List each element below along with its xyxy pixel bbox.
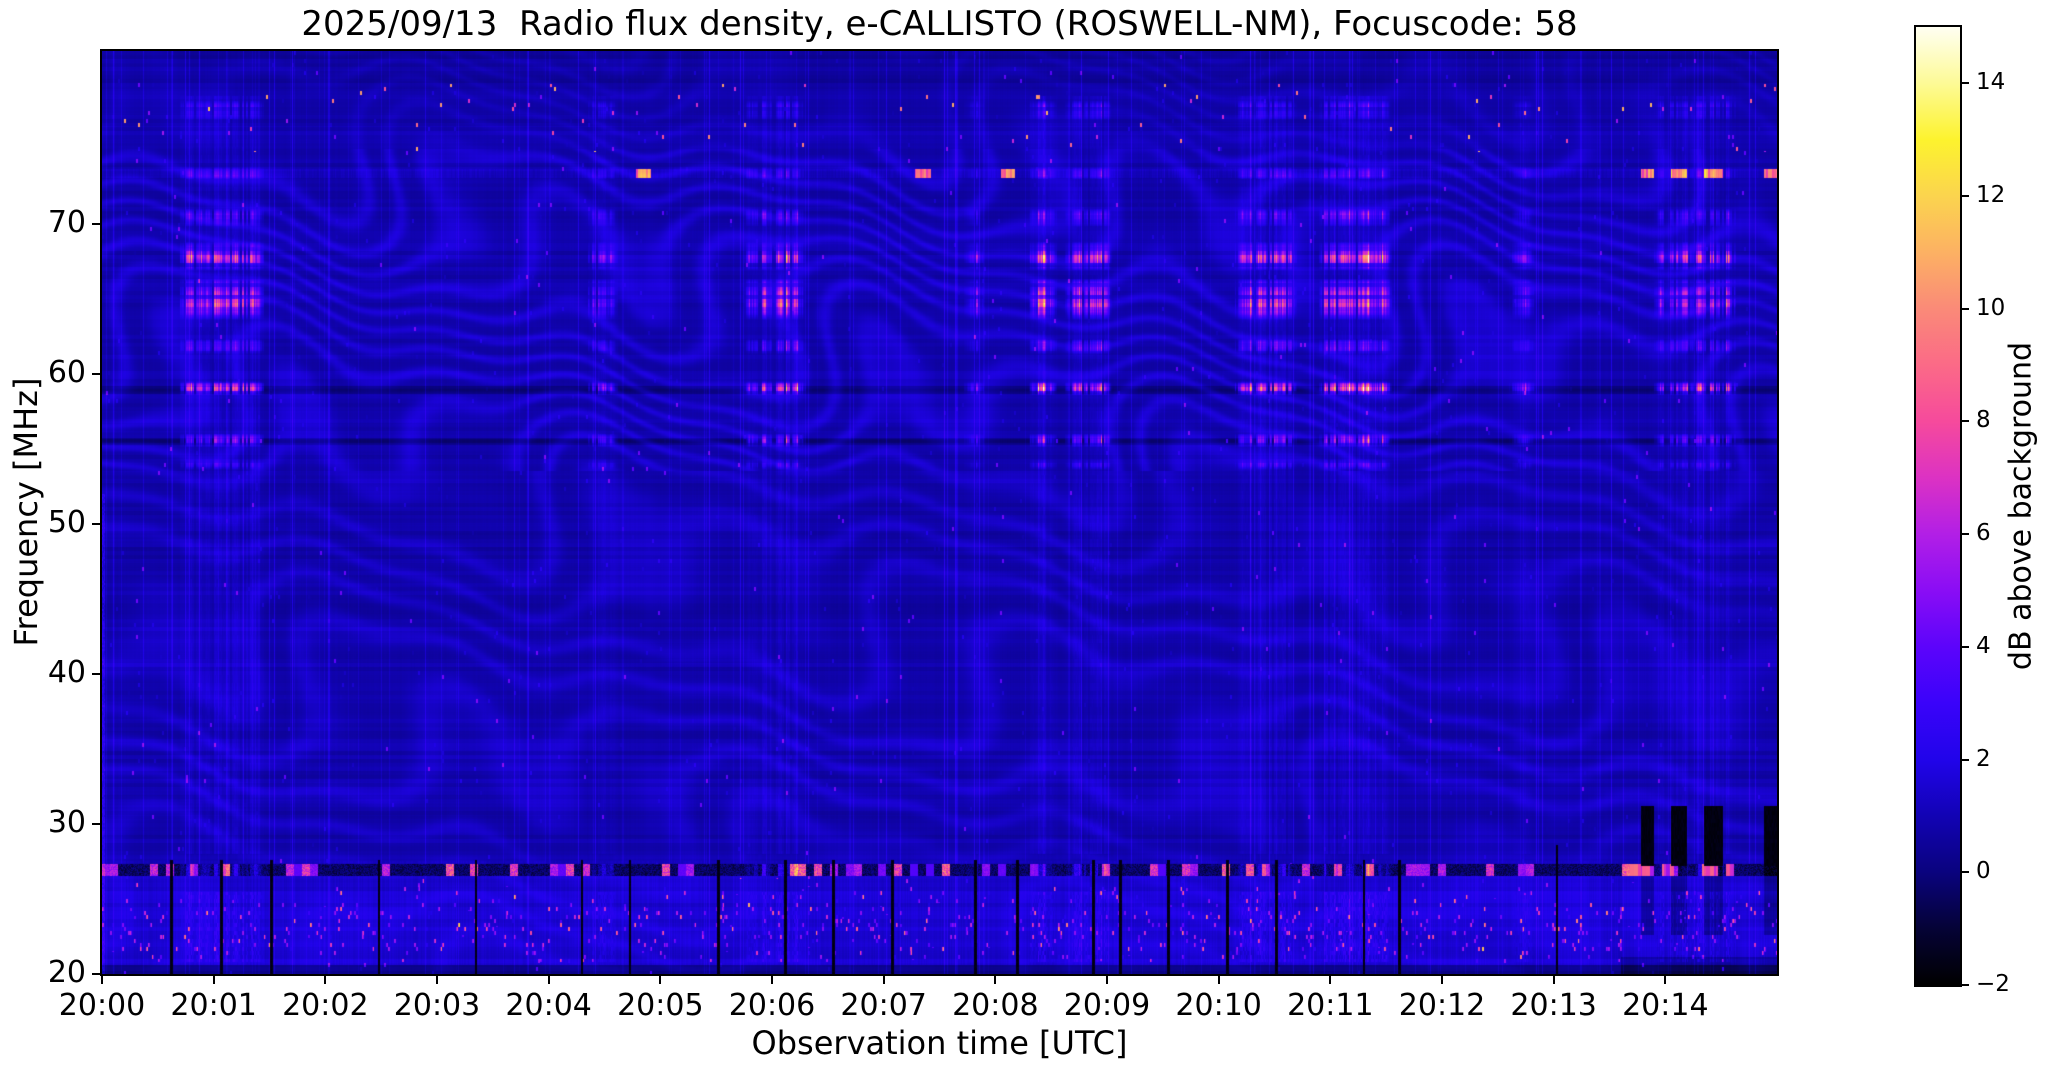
- y-tick-label: 70: [47, 204, 86, 240]
- colorbar-tick-label: 8: [1976, 407, 1991, 434]
- x-tick-mark: [212, 976, 215, 984]
- y-axis-label: Frequency [MHz]: [7, 377, 45, 647]
- y-tick-label: 50: [47, 504, 86, 540]
- x-tick-mark: [547, 976, 550, 984]
- x-tick-label: 20:14: [1622, 988, 1709, 1023]
- y-tick-mark: [92, 522, 100, 525]
- colorbar-tick-mark: [1962, 307, 1969, 310]
- colorbar-tick-label: 4: [1976, 632, 1991, 659]
- y-tick-label: 40: [47, 654, 86, 690]
- figure-title: 2025/09/13 Radio flux density, e-CALLIST…: [301, 4, 1578, 44]
- x-tick-label: 20:11: [1287, 988, 1374, 1023]
- colorbar-gradient: [1916, 27, 1960, 985]
- x-tick-label: 20:07: [840, 988, 927, 1023]
- x-tick-label: 20:09: [1063, 988, 1151, 1023]
- colorbar-tick-mark: [1962, 82, 1969, 85]
- colorbar-label: dB above background: [2003, 341, 2039, 671]
- x-tick-mark: [1664, 976, 1667, 984]
- x-tick-label: 20:06: [728, 988, 816, 1023]
- colorbar-tick-mark: [1962, 871, 1969, 874]
- x-tick-mark: [882, 976, 885, 984]
- x-tick-mark: [659, 976, 662, 984]
- colorbar-tick-mark: [1962, 420, 1969, 423]
- y-tick-label: 60: [47, 354, 86, 390]
- colorbar-tick-mark: [1962, 195, 1969, 198]
- x-tick-mark: [1329, 976, 1332, 984]
- colorbar-tick-label: 2: [1976, 745, 1991, 772]
- colorbar-tick-mark: [1962, 984, 1969, 986]
- y-tick-mark: [92, 222, 100, 225]
- x-tick-mark: [1106, 976, 1108, 984]
- y-tick-mark: [92, 372, 100, 375]
- colorbar-tick-label: 12: [1976, 182, 2006, 209]
- colorbar-tick-label: −2: [1976, 971, 2010, 997]
- x-tick-label: 20:00: [58, 988, 146, 1023]
- x-axis-label: Observation time [UTC]: [751, 1024, 1128, 1062]
- x-tick-label: 20:08: [952, 988, 1039, 1023]
- x-tick-label: 20:04: [505, 988, 592, 1023]
- x-tick-mark: [771, 976, 773, 984]
- x-tick-label: 20:02: [282, 988, 369, 1023]
- y-tick-label: 30: [47, 804, 86, 840]
- x-tick-mark: [1441, 976, 1443, 984]
- y-tick-mark: [92, 973, 100, 975]
- x-tick-mark: [1217, 976, 1220, 984]
- x-tick-mark: [994, 976, 997, 984]
- colorbar-tick-mark: [1962, 758, 1969, 761]
- y-tick-label: 20: [47, 955, 86, 990]
- spectrogram-heatmap: [102, 51, 1777, 974]
- y-tick-mark: [92, 822, 100, 825]
- colorbar-tick-label: 10: [1976, 294, 2006, 321]
- colorbar-tick-mark: [1962, 645, 1969, 648]
- x-tick-label: 20:01: [170, 988, 257, 1023]
- x-tick-label: 20:10: [1175, 988, 1262, 1023]
- x-tick-label: 20:05: [617, 988, 704, 1023]
- colorbar-tick-label: 6: [1976, 520, 1991, 547]
- colorbar-tick-mark: [1962, 533, 1969, 536]
- x-tick-mark: [436, 976, 438, 984]
- x-tick-label: 20:13: [1510, 988, 1597, 1023]
- x-tick-label: 20:03: [393, 988, 481, 1023]
- x-tick-label: 20:12: [1398, 988, 1486, 1023]
- colorbar-tick-label: 0: [1976, 858, 1991, 885]
- x-tick-mark: [1552, 976, 1555, 984]
- colorbar-tick-label: 14: [1976, 69, 2006, 96]
- y-tick-mark: [92, 672, 100, 675]
- x-tick-mark: [101, 976, 103, 984]
- x-tick-mark: [324, 976, 327, 984]
